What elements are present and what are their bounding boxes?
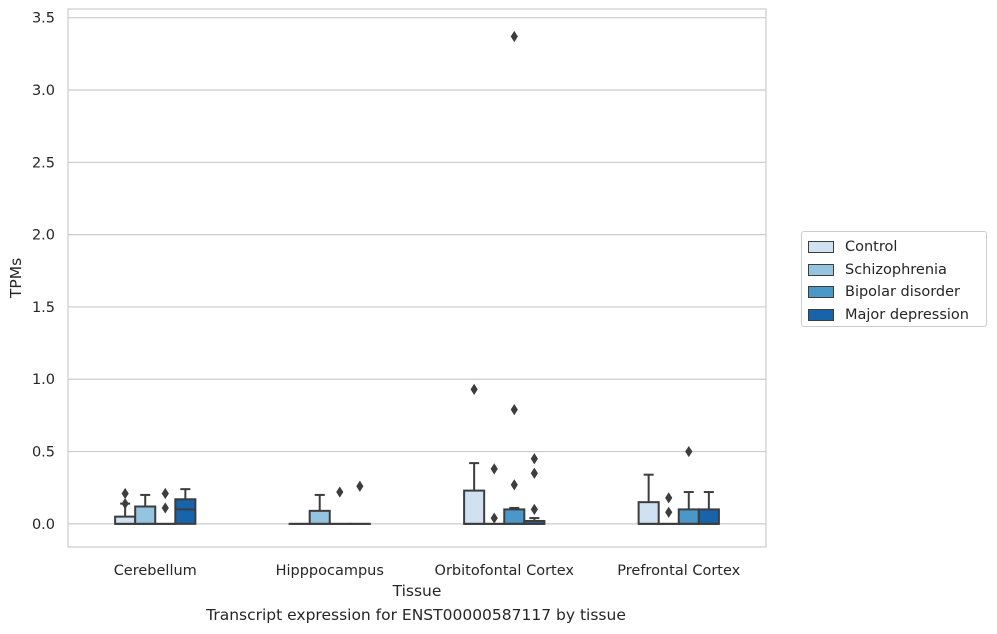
- plot-area: [67, 8, 767, 548]
- outlier-point: [161, 502, 169, 514]
- legend-item: Major depression: [808, 304, 986, 327]
- x-tick-label: Orbitofontal Cortex: [435, 563, 575, 579]
- y-tick-label: 1.0: [32, 372, 55, 388]
- box-body: [174, 498, 197, 525]
- y-tick-label: 3.0: [32, 83, 55, 99]
- legend-swatch: [808, 286, 834, 299]
- outlier-point: [490, 512, 498, 524]
- box-schizophrenia: [134, 493, 157, 525]
- box-control: [637, 473, 660, 525]
- box-body: [114, 515, 137, 525]
- outlier-point: [121, 498, 129, 510]
- outlier-point: [510, 404, 518, 416]
- box-body: [637, 501, 660, 525]
- boxes: [114, 462, 720, 525]
- legend-label: Major depression: [845, 306, 969, 323]
- y-tick-labels: 0.0 0.5 1.0 1.5 2.0 2.5 3.0 3.5: [32, 11, 55, 533]
- outlier-point: [121, 487, 129, 500]
- x-tick-labels: Cerebellum Hipppocampus Orbitofontal Corte…: [114, 563, 741, 579]
- outlier-point: [490, 463, 498, 475]
- y-tick-label: 3.5: [32, 11, 55, 27]
- legend-swatch: [808, 263, 834, 276]
- box-body: [134, 505, 157, 525]
- box-body: [463, 489, 486, 525]
- y-tick-label: 2.5: [32, 155, 55, 171]
- box-body: [697, 508, 720, 525]
- y-tick-label: 0.5: [32, 445, 55, 461]
- box-major-depression: [174, 488, 197, 525]
- outlier-point: [665, 492, 673, 504]
- x-axis-label: Tissue: [392, 582, 442, 600]
- legend-label: Control: [845, 239, 898, 256]
- outlier-point: [665, 506, 673, 518]
- y-tick-label: 1.5: [32, 300, 55, 316]
- outlier-point: [530, 503, 538, 515]
- box-bipolar-disorder: [503, 506, 526, 525]
- legend: Control Schizophrenia Bipolar disorder Majo…: [801, 231, 987, 327]
- box-body: [308, 509, 331, 525]
- legend-label: Bipolar disorder: [845, 284, 960, 301]
- box-major-depression: [697, 491, 720, 525]
- box-control: [463, 462, 486, 525]
- y-tick-label: 0.0: [32, 517, 55, 533]
- x-tick-label: Cerebellum: [114, 563, 197, 579]
- outlier-point: [356, 480, 364, 492]
- outlier-point: [161, 487, 169, 500]
- legend-swatch: [808, 308, 834, 321]
- y-axis-label: TPMs: [7, 258, 25, 299]
- legend-swatch: [808, 241, 834, 254]
- y-tick-label: 2.0: [32, 228, 55, 244]
- outlier-point: [336, 486, 344, 498]
- box-body: [677, 508, 700, 525]
- box-major-depression: [523, 517, 546, 525]
- outlier-point: [530, 453, 538, 465]
- legend-item: Control: [808, 236, 986, 259]
- outlier-point: [685, 445, 693, 458]
- x-tick-label: Hipppocampus: [276, 563, 384, 579]
- box-body: [503, 508, 526, 525]
- x-tick-label: Prefrontal Cortex: [617, 563, 740, 579]
- chart-caption: Transcript expression for ENST0000058711…: [206, 606, 626, 624]
- outliers: [121, 30, 693, 524]
- outlier-point: [510, 479, 518, 491]
- outlier-point: [470, 383, 478, 395]
- legend-item: Bipolar disorder: [808, 281, 986, 304]
- legend-label: Schizophrenia: [845, 261, 947, 278]
- legend-item: Schizophrenia: [808, 259, 986, 282]
- box-schizophrenia: [308, 493, 331, 525]
- outlier-point: [530, 467, 538, 479]
- outlier-point: [510, 30, 518, 43]
- box-bipolar-disorder: [677, 491, 700, 525]
